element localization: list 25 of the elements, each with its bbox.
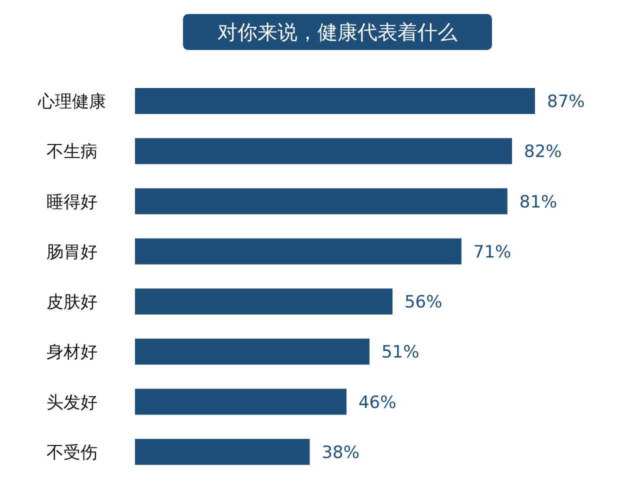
bar	[135, 138, 512, 164]
data-label: 56%	[404, 292, 442, 312]
data-label: 38%	[322, 442, 360, 463]
data-label: 46%	[358, 392, 396, 413]
y-tick-label: 心理健康	[37, 92, 106, 112]
data-label: 82%	[524, 142, 562, 162]
y-tick-label: 睡得好	[46, 192, 98, 212]
y-tick-label: 皮肤好	[46, 292, 98, 313]
bar	[135, 338, 370, 365]
chart-title: 对你来说，健康代表着什么	[183, 14, 492, 50]
data-label: 71%	[473, 242, 512, 262]
bar	[135, 388, 346, 415]
data-label: 51%	[381, 342, 420, 363]
bar	[135, 288, 392, 314]
y-tick-label: 不生病	[46, 142, 98, 162]
y-tick-label: 不受伤	[46, 442, 98, 463]
y-tick-label: 肠胃好	[46, 242, 98, 262]
bar	[135, 438, 310, 465]
bar	[135, 88, 535, 114]
bar	[135, 188, 508, 214]
bar	[135, 238, 462, 264]
y-tick-label: 头发好	[46, 392, 98, 413]
data-label: 81%	[519, 192, 558, 212]
data-label: 87%	[547, 92, 585, 112]
y-tick-label: 身材好	[46, 342, 98, 363]
